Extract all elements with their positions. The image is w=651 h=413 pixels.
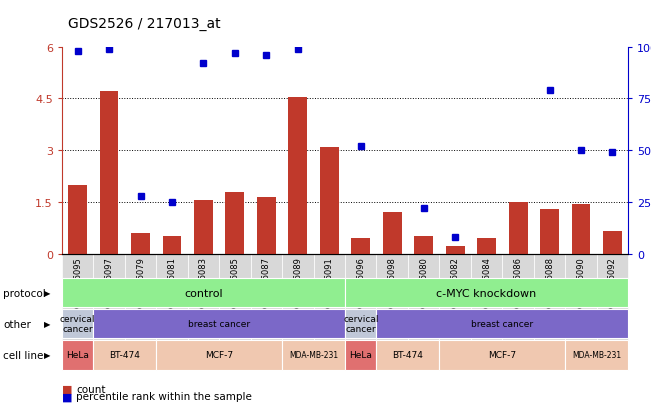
Text: breast cancer: breast cancer [188, 319, 250, 328]
Bar [603, 232, 622, 254]
Text: MDA-MB-231: MDA-MB-231 [289, 350, 338, 359]
Bar [503, 254, 534, 347]
Bar [156, 254, 187, 347]
Bar [125, 254, 156, 347]
Bar [352, 238, 370, 254]
Text: HeLa: HeLa [66, 350, 89, 359]
Bar [446, 247, 465, 254]
Text: ■: ■ [62, 384, 72, 394]
Bar [376, 254, 408, 347]
Text: BT-474: BT-474 [393, 350, 423, 359]
Bar [414, 237, 433, 254]
Text: ▶: ▶ [44, 350, 51, 359]
Bar [219, 254, 251, 347]
Text: MCF-7: MCF-7 [205, 350, 233, 359]
Bar [187, 254, 219, 347]
Bar [345, 254, 376, 347]
Text: cervical
cancer: cervical cancer [60, 314, 95, 333]
Text: percentile rank within the sample: percentile rank within the sample [76, 392, 252, 401]
Text: ■: ■ [62, 392, 72, 401]
Text: count: count [76, 384, 105, 394]
Text: MCF-7: MCF-7 [488, 350, 516, 359]
Text: GDS2526 / 217013_at: GDS2526 / 217013_at [68, 17, 221, 31]
Bar [288, 97, 307, 254]
Bar [251, 254, 282, 347]
Text: BT-474: BT-474 [109, 350, 140, 359]
Text: c-MYC knockdown: c-MYC knockdown [437, 288, 536, 298]
Bar [62, 254, 93, 347]
Bar [565, 254, 597, 347]
Bar [163, 237, 182, 254]
Bar [408, 254, 439, 347]
Bar [534, 254, 565, 347]
Bar [131, 233, 150, 254]
Text: protocol: protocol [3, 288, 46, 298]
Bar [477, 238, 496, 254]
Bar [194, 201, 213, 254]
Bar [282, 254, 314, 347]
Text: HeLa: HeLa [350, 350, 372, 359]
Bar [68, 185, 87, 254]
Bar [100, 92, 118, 254]
Bar [572, 204, 590, 254]
Bar [383, 213, 402, 254]
Text: control: control [184, 288, 223, 298]
Bar [439, 254, 471, 347]
Bar [540, 209, 559, 254]
Bar [320, 147, 339, 254]
Text: ▶: ▶ [44, 319, 51, 328]
Text: cervical
cancer: cervical cancer [343, 314, 378, 333]
Bar [597, 254, 628, 347]
Bar [314, 254, 345, 347]
Bar [93, 254, 125, 347]
Bar [257, 197, 276, 254]
Text: cell line: cell line [3, 350, 44, 360]
Text: breast cancer: breast cancer [471, 319, 533, 328]
Text: other: other [3, 319, 31, 329]
Text: ▶: ▶ [44, 288, 51, 297]
Bar [508, 202, 527, 254]
Text: MDA-MB-231: MDA-MB-231 [572, 350, 621, 359]
Bar [471, 254, 503, 347]
Bar [225, 192, 244, 254]
